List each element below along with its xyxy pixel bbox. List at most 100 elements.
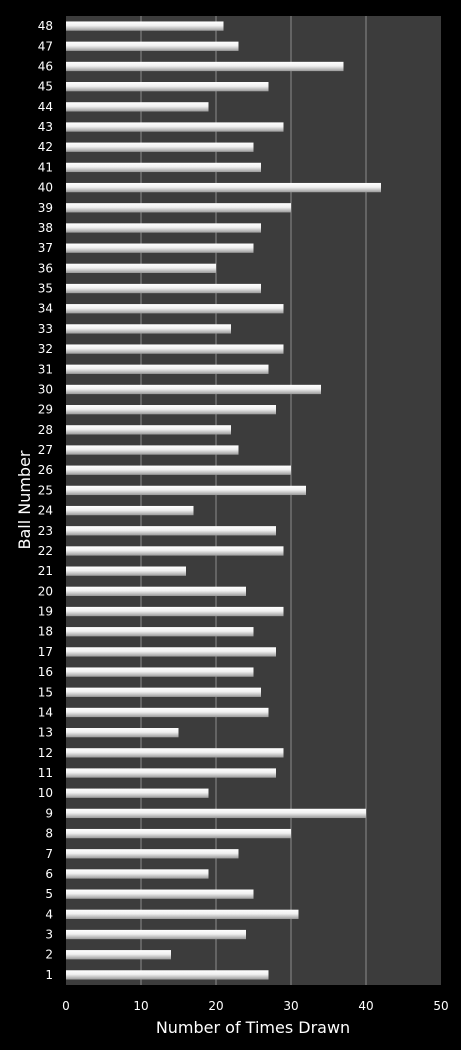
y-tick-label: 5	[45, 887, 53, 901]
bar-ball-46	[66, 61, 344, 72]
bar-ball-8	[66, 828, 291, 839]
bar-ball-27	[66, 445, 239, 455]
y-tick-label: 27	[38, 443, 53, 457]
y-axis-title: Ball Number	[15, 450, 34, 549]
bar-ball-13	[66, 728, 179, 738]
y-tick-label: 48	[38, 19, 53, 33]
y-tick-label: 7	[45, 847, 53, 861]
y-tick-label: 1	[45, 968, 53, 982]
bar-ball-16	[66, 667, 254, 677]
y-tick-label: 36	[38, 261, 53, 275]
y-tick-label: 19	[38, 605, 53, 619]
y-tick-label: 29	[38, 403, 53, 417]
bar-ball-43	[66, 122, 284, 132]
bar-ball-7	[66, 849, 239, 859]
y-tick-label: 11	[38, 766, 53, 780]
bar-ball-35	[66, 283, 261, 294]
bar-ball-34	[66, 304, 284, 314]
bar-ball-20	[66, 586, 246, 596]
bar-ball-18	[66, 627, 254, 637]
y-tick-label: 31	[38, 362, 53, 376]
bar-ball-9	[66, 808, 366, 819]
bar-ball-44	[66, 102, 209, 112]
y-tick-label: 9	[45, 806, 53, 820]
y-tick-label: 16	[38, 665, 53, 679]
y-tick-label: 6	[45, 867, 53, 881]
y-tick-label: 39	[38, 201, 53, 215]
y-tick-label: 38	[38, 221, 53, 235]
bar-ball-4	[66, 909, 299, 919]
bar-ball-38	[66, 223, 261, 233]
y-tick-label: 32	[38, 342, 53, 356]
bar-ball-30	[66, 384, 321, 395]
y-tick-label: 8	[45, 827, 53, 841]
bar-ball-29	[66, 405, 276, 415]
y-tick-label: 37	[38, 241, 53, 255]
y-tick-label: 13	[38, 726, 53, 740]
x-tick-label: 10	[133, 999, 148, 1013]
y-tick-label: 46	[38, 59, 53, 73]
bar-ball-21	[66, 566, 186, 576]
bar-ball-39	[66, 203, 291, 213]
bar-ball-22	[66, 546, 284, 556]
y-tick-label: 4	[45, 907, 53, 921]
bar-ball-10	[66, 788, 209, 798]
y-tick-label: 21	[38, 564, 53, 578]
bar-ball-41	[66, 162, 261, 173]
y-tick-label: 25	[38, 483, 53, 497]
x-tick-label: 50	[433, 999, 448, 1013]
bar-ball-11	[66, 768, 276, 778]
y-tick-label: 17	[38, 645, 53, 659]
bar-ball-28	[66, 425, 231, 435]
bar-ball-48	[66, 21, 224, 31]
bar-ball-37	[66, 243, 254, 253]
y-tick-label: 12	[38, 746, 53, 760]
bar-ball-2	[66, 950, 171, 960]
y-tick-label: 23	[38, 524, 53, 538]
bar-ball-47	[66, 41, 239, 51]
y-tick-label: 42	[38, 140, 53, 154]
bar-ball-36	[66, 263, 216, 273]
y-tick-label: 18	[38, 625, 53, 639]
y-tick-label: 44	[38, 100, 53, 114]
x-axis-title: Number of Times Drawn	[156, 1018, 350, 1037]
bar-ball-45	[66, 82, 269, 92]
bar-ball-32	[66, 344, 284, 354]
bar-ball-6	[66, 869, 209, 879]
y-tick-label: 40	[38, 181, 53, 195]
bar-ball-14	[66, 707, 269, 718]
bar-ball-19	[66, 606, 284, 617]
y-tick-label: 28	[38, 423, 53, 437]
y-tick-label: 20	[38, 584, 53, 598]
bar-ball-5	[66, 889, 254, 899]
y-tick-label: 33	[38, 322, 53, 336]
y-tick-label: 47	[38, 39, 53, 53]
bar-ball-1	[66, 970, 269, 980]
y-tick-label: 14	[38, 705, 53, 719]
bar-ball-23	[66, 526, 276, 536]
y-tick-label: 2	[45, 948, 53, 962]
y-tick-label: 10	[38, 786, 53, 800]
y-tick-label: 34	[38, 302, 53, 316]
bar-ball-26	[66, 465, 291, 475]
y-tick-label: 22	[38, 544, 53, 558]
y-tick-label: 24	[38, 504, 53, 518]
bar-ball-31	[66, 364, 269, 374]
bar-ball-15	[66, 687, 261, 697]
y-tick-label: 45	[38, 80, 53, 94]
plot-area	[66, 16, 441, 985]
y-tick-label: 35	[38, 282, 53, 296]
bar-ball-17	[66, 647, 276, 657]
x-tick-label: 30	[283, 999, 298, 1013]
y-tick-label: 41	[38, 160, 53, 174]
bar-ball-12	[66, 748, 284, 758]
bar-ball-25	[66, 485, 306, 496]
x-tick-label: 0	[62, 999, 70, 1013]
x-tick-label: 40	[358, 999, 373, 1013]
x-tick-label: 20	[208, 999, 223, 1013]
y-tick-label: 15	[38, 685, 53, 699]
y-tick-label: 43	[38, 120, 53, 134]
bar-ball-40	[66, 182, 381, 193]
y-tick-label: 26	[38, 463, 53, 477]
